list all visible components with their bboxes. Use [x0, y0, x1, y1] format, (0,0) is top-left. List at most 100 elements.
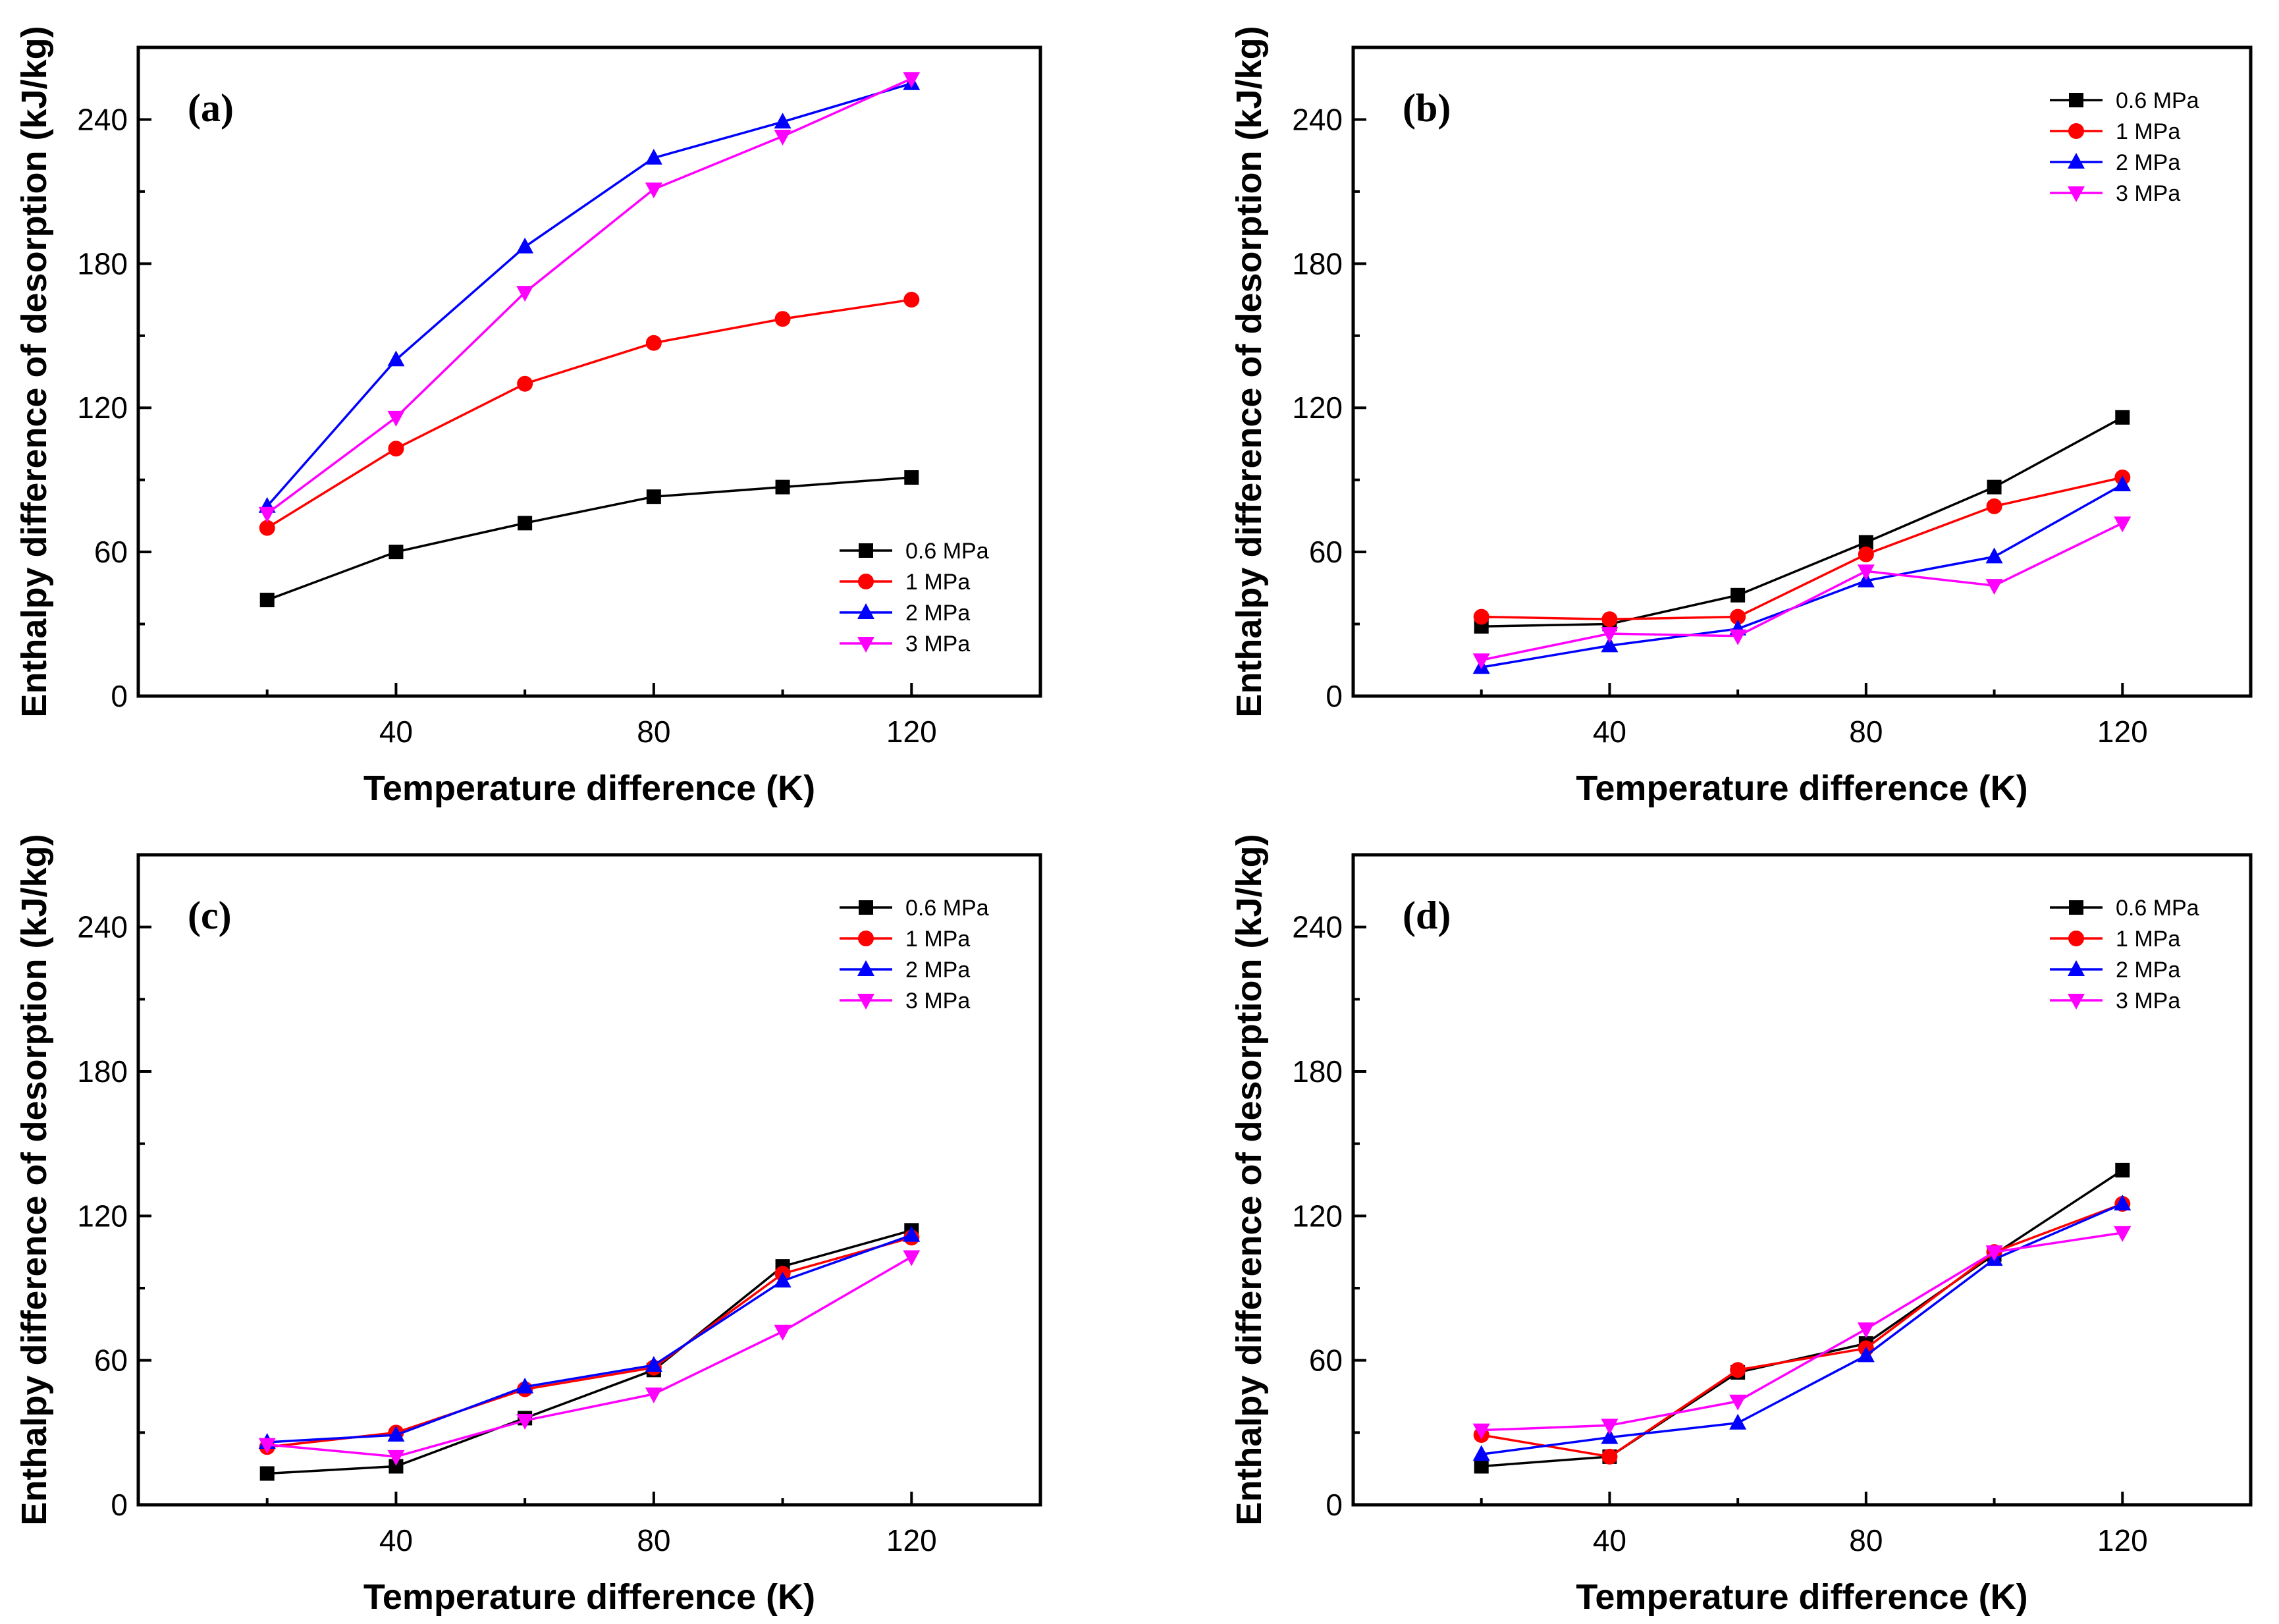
x-tick-label: 120 — [2097, 1523, 2148, 1557]
y-tick-label: 240 — [1292, 910, 1343, 944]
legend-marker — [857, 960, 874, 976]
data-point — [259, 593, 275, 608]
legend: 0.6 MPa 1 MPa 2 MPa 3 MPa — [840, 896, 989, 1014]
data-point — [645, 1387, 662, 1403]
legend-label: 0.6 MPa — [2116, 88, 2199, 113]
x-tick-label: 120 — [2097, 715, 2148, 749]
series-line — [267, 1236, 912, 1449]
y-tick-label: 60 — [1309, 535, 1343, 569]
y-tick-label: 0 — [1326, 1488, 1343, 1522]
panel-label: (a) — [188, 86, 234, 130]
panel-label: (c) — [188, 894, 232, 937]
series-0_6-mpa — [259, 470, 919, 608]
series-2-mpa — [1472, 475, 2132, 674]
data-point — [259, 1466, 275, 1481]
chart-panel-c: 40 80 120 0 60 120 180 240 Temperature differenc… — [14, 834, 1042, 1617]
data-point — [389, 545, 404, 560]
x-tick-label: 40 — [379, 715, 413, 749]
y-tick-label: 60 — [94, 1343, 128, 1378]
data-point — [1985, 579, 2003, 595]
legend: 0.6 MPa 1 MPa 2 MPa 3 MPa — [2050, 896, 2199, 1014]
data-point — [258, 1438, 276, 1454]
data-point — [516, 237, 534, 254]
legend-label: 0.6 MPa — [905, 896, 989, 921]
data-point — [1729, 1394, 1747, 1411]
legend-marker — [2068, 153, 2085, 169]
legend-marker — [858, 931, 874, 946]
series-line — [267, 476, 912, 601]
data-point — [2115, 410, 2130, 425]
data-point — [1730, 1362, 1746, 1378]
data-point — [387, 410, 405, 427]
chart-panel-d: 40 80 120 0 60 120 180 240 Temperature differenc… — [1229, 834, 2253, 1617]
y-tick-label: 120 — [77, 391, 128, 425]
legend-label: 1 MPa — [905, 927, 970, 952]
data-point — [1601, 1448, 1618, 1465]
data-point — [645, 182, 662, 199]
x-tick-label: 120 — [886, 715, 937, 749]
panel-label: (b) — [1403, 86, 1451, 130]
legend-marker — [859, 543, 873, 558]
x-tick-label: 80 — [637, 715, 670, 749]
series-3-mpa — [258, 72, 921, 523]
series-2-mpa — [258, 74, 921, 513]
x-axis-title: Temperature difference (K) — [1576, 1577, 2027, 1617]
data-point — [1729, 629, 1747, 645]
series-3-mpa — [1472, 1226, 2132, 1440]
data-point — [1601, 636, 1619, 653]
series-line — [1481, 1203, 2123, 1455]
series-line — [267, 1229, 912, 1475]
legend-label: 3 MPa — [2116, 988, 2180, 1014]
legend-label: 3 MPa — [905, 988, 970, 1014]
legend-marker — [857, 603, 874, 619]
legend-marker — [857, 637, 874, 653]
data-point — [258, 506, 276, 523]
legend-label: 3 MPa — [905, 632, 970, 657]
data-point — [516, 1377, 534, 1394]
data-point — [1857, 1322, 1875, 1339]
data-point — [389, 1459, 404, 1474]
series-0_6-mpa — [259, 1223, 919, 1481]
data-point — [517, 375, 533, 392]
y-tick-label: 120 — [1292, 1199, 1343, 1233]
y-tick-label: 0 — [111, 1488, 128, 1522]
data-point — [388, 441, 404, 457]
data-point — [1601, 1428, 1619, 1444]
series-line — [1481, 416, 2124, 628]
data-point — [1857, 564, 1875, 581]
legend-marker — [859, 900, 873, 915]
data-point — [645, 148, 662, 165]
x-tick-label: 80 — [1849, 1523, 1883, 1557]
y-tick-label: 240 — [77, 910, 128, 944]
y-tick-label: 0 — [111, 679, 128, 713]
legend-marker — [2069, 900, 2083, 915]
legend-marker — [2068, 123, 2084, 139]
series-0_6-mpa — [1474, 410, 2130, 634]
data-point — [645, 1355, 662, 1372]
x-tick-label: 120 — [886, 1523, 937, 1557]
x-axis-title: Temperature difference (K) — [363, 769, 815, 808]
data-point — [387, 1449, 405, 1466]
legend: 0.6 MPa 1 MPa 2 MPa 3 MPa — [2050, 88, 2199, 206]
legend-label: 1 MPa — [2116, 927, 2180, 952]
data-point — [1474, 1459, 1489, 1474]
data-point — [1729, 1413, 1747, 1430]
data-point — [646, 489, 661, 504]
data-point — [904, 470, 919, 485]
data-point — [903, 1250, 921, 1266]
data-point — [2114, 1195, 2132, 1211]
x-tick-label: 40 — [1593, 715, 1626, 749]
data-point — [1730, 587, 1746, 603]
plot-frame — [136, 853, 1042, 1507]
plot-frame — [136, 45, 1042, 698]
series-3-mpa — [1472, 516, 2132, 670]
y-tick-label: 60 — [1309, 1343, 1343, 1378]
data-point — [1857, 1346, 1875, 1363]
data-point — [2114, 1226, 2132, 1242]
series-line — [266, 77, 913, 515]
legend-label: 1 MPa — [2116, 119, 2180, 144]
data-point — [518, 516, 533, 531]
x-tick-label: 40 — [379, 1523, 413, 1557]
x-tick-label: 80 — [1849, 715, 1883, 749]
